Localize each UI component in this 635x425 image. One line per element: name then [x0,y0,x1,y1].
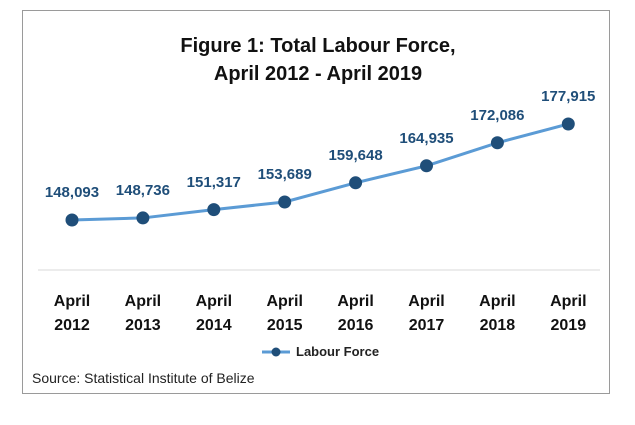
data-line [71,122,569,222]
x-tick-label: April 2012 [53,293,91,334]
data-label: 151,317 [186,173,241,191]
x-tick-label: April 2019 [550,293,587,334]
data-label: 148,736 [115,181,170,199]
data-label: 164,935 [399,129,454,147]
data-point [490,136,504,150]
data-point [65,213,79,227]
source-note: Source: Statistical Institute of Belize [32,370,255,386]
chart-frame [22,10,610,394]
data-label: 177,915 [541,88,596,105]
data-point [278,195,292,209]
legend-label: Labour Force [296,344,380,359]
data-point [420,159,433,173]
x-tick-label: April 2016 [337,293,374,334]
data-point [207,203,221,217]
data-point [561,117,575,131]
data-label: 159,648 [328,146,383,164]
x-tick-label: April 2013 [124,293,162,334]
data-label: 148,093 [44,184,100,201]
x-tick-label: April 2015 [266,293,303,334]
chart-title: Figure 1: Total Labour Force, April 2012… [180,35,456,85]
data-point [349,176,363,190]
legend-marker [271,347,281,357]
data-label: 172,086 [470,106,525,124]
x-tick-label: April 2014 [195,293,233,334]
data-point [136,211,150,225]
data-label: 153,689 [257,165,312,183]
x-tick-label: April 2017 [408,293,445,334]
x-tick-label: April 2018 [479,293,516,334]
